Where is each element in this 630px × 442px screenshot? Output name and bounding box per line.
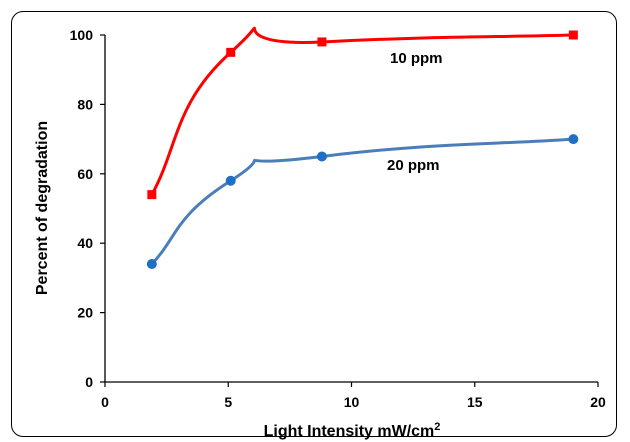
labels-layer: 10 ppm 20 ppm bbox=[387, 50, 443, 174]
chart-frame bbox=[11, 11, 617, 437]
y-tick-label: 40 bbox=[77, 235, 93, 251]
y-axis-title: Percent of degradation bbox=[34, 121, 51, 295]
x-tick-label: 0 bbox=[101, 394, 109, 410]
data-point-square bbox=[317, 37, 327, 47]
x-axis-title-superscript: 2 bbox=[434, 421, 440, 433]
series-line-1 bbox=[150, 26, 574, 196]
x-tick-label: 10 bbox=[344, 394, 360, 410]
x-tick-label: 15 bbox=[467, 394, 483, 410]
x-tick-label: 20 bbox=[590, 394, 606, 410]
series-line-2 bbox=[150, 137, 574, 266]
x-axis-title: Light Intensity mW/cm2 bbox=[264, 421, 441, 440]
data-point-circle bbox=[568, 134, 579, 145]
data-point-circle bbox=[146, 259, 157, 270]
y-tick-label: 80 bbox=[77, 96, 93, 112]
y-tick-label: 60 bbox=[77, 166, 93, 182]
data-point-square bbox=[568, 30, 578, 40]
data-point-square bbox=[147, 190, 157, 200]
y-tick-label: 100 bbox=[70, 27, 94, 43]
data-point-square bbox=[226, 47, 236, 57]
data-point-circle bbox=[225, 175, 236, 186]
series-label-1: 10 ppm bbox=[390, 50, 443, 67]
y-tick-label: 0 bbox=[85, 374, 93, 390]
series-label-2: 20 ppm bbox=[387, 157, 440, 174]
x-tick-label: 5 bbox=[224, 394, 232, 410]
data-point-circle bbox=[316, 151, 327, 162]
x-axis-title-text: Light Intensity mW/cm bbox=[264, 423, 435, 440]
series-layer bbox=[146, 26, 579, 270]
axes: 0 20 40 60 80 100 0 5 10 15 20 bbox=[70, 27, 606, 410]
y-tick-label: 20 bbox=[77, 305, 93, 321]
